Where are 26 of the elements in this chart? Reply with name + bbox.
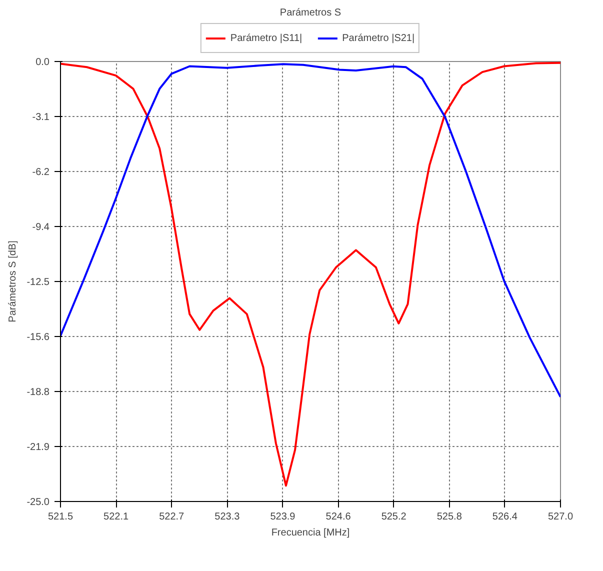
y-tick-label: -25.0 <box>26 497 50 508</box>
x-tick-label: 521.5 <box>48 512 74 522</box>
x-tick-label: 523.3 <box>214 512 240 522</box>
legend-label: Parámetro |S21| <box>342 32 415 44</box>
y-tick-label: -21.9 <box>26 442 50 453</box>
y-tick-label: -15.6 <box>26 332 50 343</box>
x-tick-label: 522.7 <box>159 512 185 522</box>
y-tick-label: -9.4 <box>32 222 50 233</box>
line-series <box>60 62 560 487</box>
x-tick-label: 523.9 <box>270 512 296 522</box>
legend-label: Parámetro |S11| <box>230 32 302 44</box>
x-tick-label: 525.8 <box>436 512 462 522</box>
x-tick-label: 526.4 <box>492 512 518 522</box>
x-tick-label: 527.0 <box>548 512 574 522</box>
x-tick-label: 522.1 <box>104 512 130 522</box>
y-tick-label: -12.5 <box>26 277 50 288</box>
y-tick-label: -18.8 <box>26 387 50 398</box>
y-tick-label: -6.2 <box>32 167 50 178</box>
y-tick-label: -3.1 <box>32 112 50 123</box>
x-tick-label: 524.6 <box>326 512 352 522</box>
y-axis-title: Parámetros S [dB] <box>8 240 19 322</box>
chart-title: Parámetros S <box>280 8 342 18</box>
x-tick-label: 525.2 <box>381 512 407 522</box>
x-axis-title: Frecuencia [MHz] <box>271 528 350 538</box>
line-series <box>60 63 560 398</box>
y-tick-label: 0.0 <box>36 57 50 68</box>
